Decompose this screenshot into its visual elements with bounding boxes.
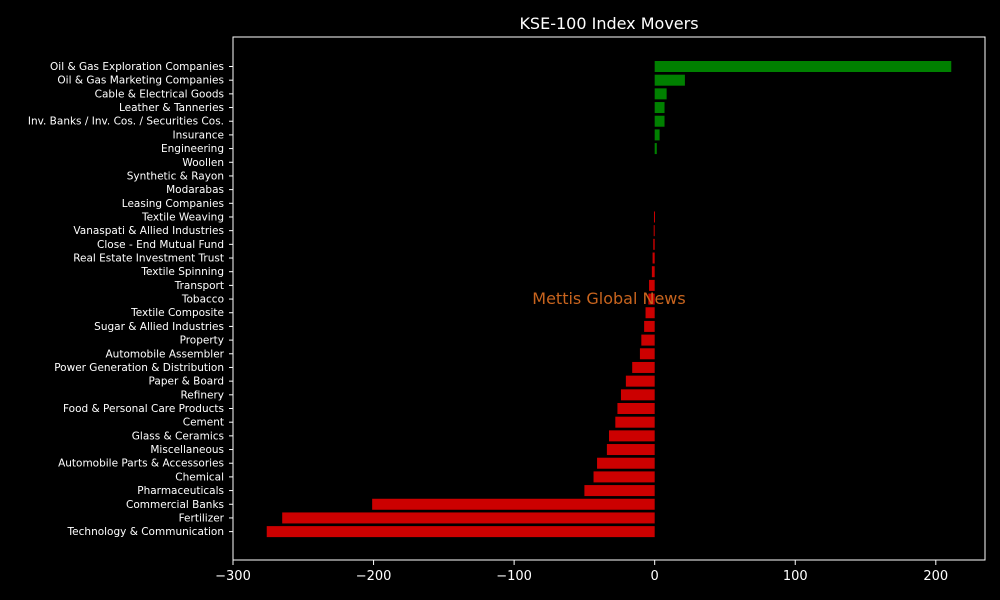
y-tick-label-10: Leasing Companies: [122, 198, 224, 210]
y-tick-label-28: Miscellaneous: [150, 444, 224, 456]
y-tick-label-1: Oil & Gas Marketing Companies: [57, 75, 224, 87]
bar-25: [617, 403, 655, 414]
x-ticks: −300 −200 −100 0 100 200: [215, 560, 948, 584]
y-tick-label-6: Engineering: [161, 143, 224, 155]
bar-26: [615, 416, 655, 428]
bar-11: [653, 211, 655, 223]
bar-14: [652, 252, 655, 264]
bar-0: [654, 61, 952, 72]
y-tick-label-25: Food & Personal Care Products: [63, 403, 224, 415]
bar-16: [649, 279, 655, 291]
y-tick-label-32: Commercial Banks: [126, 499, 224, 511]
y-tick-label-12: Vanaspati & Allied Industries: [73, 225, 224, 237]
bar-31: [584, 485, 655, 497]
bar-33: [282, 512, 655, 524]
x-tick-label-1: −200: [356, 569, 392, 584]
bar-2: [654, 88, 667, 100]
y-tick-label-19: Sugar & Allied Industries: [94, 321, 224, 333]
bar-5: [654, 129, 660, 141]
bar-4: [654, 115, 665, 127]
x-tick-label-0: −300: [215, 569, 251, 584]
x-tick-label-2: −100: [496, 569, 532, 584]
bar-6: [654, 143, 657, 155]
bar-24: [620, 389, 655, 401]
y-tick-label-17: Tobacco: [181, 294, 224, 306]
y-tick-label-4: Inv. Banks / Inv. Cos. / Securities Cos.: [28, 116, 224, 128]
y-tick-label-18: Textile Composite: [130, 307, 224, 319]
bar-29: [597, 457, 655, 469]
y-tick-label-0: Oil & Gas Exploration Companies: [50, 61, 224, 73]
watermark-text: Mettis Global News: [532, 289, 685, 308]
bar-23: [625, 375, 655, 387]
y-tick-label-9: Modarabas: [166, 184, 224, 196]
plot-frame: [232, 36, 986, 561]
bar-3: [654, 102, 665, 114]
x-tick-label-3: 0: [651, 569, 659, 584]
bar-28: [606, 444, 655, 456]
bar-30: [593, 471, 655, 483]
y-tick-label-15: Textile Spinning: [140, 266, 224, 278]
y-tick-label-2: Cable & Electrical Goods: [95, 88, 224, 100]
y-tick-label-13: Close - End Mutual Fund: [97, 239, 224, 251]
chart-title: KSE-100 Index Movers: [519, 14, 698, 33]
y-tick-label-11: Textile Weaving: [141, 211, 224, 223]
bar-18: [645, 307, 655, 319]
bar-34: [266, 526, 655, 538]
y-tick-label-34: Technology & Communication: [67, 526, 224, 538]
y-tick-label-24: Refinery: [180, 389, 224, 401]
y-tick-label-22: Power Generation & Distribution: [54, 362, 224, 374]
bar-21: [639, 348, 655, 360]
bars-group: [266, 61, 952, 538]
y-tick-label-5: Insurance: [172, 129, 224, 141]
y-tick-labels: Oil & Gas Exploration Companies Oil & Gas…: [28, 61, 233, 538]
y-tick-label-7: Woollen: [182, 157, 224, 169]
bar-1: [654, 74, 685, 86]
x-tick-label-4: 100: [783, 569, 808, 584]
y-tick-label-16: Transport: [174, 280, 224, 292]
y-tick-label-26: Cement: [183, 417, 224, 429]
bar-17: [648, 293, 655, 305]
y-tick-label-20: Property: [180, 335, 224, 347]
bar-32: [372, 498, 655, 510]
y-tick-label-8: Synthetic & Rayon: [127, 170, 224, 182]
bar-12: [653, 225, 655, 237]
y-tick-label-14: Real Estate Investment Trust: [73, 253, 224, 265]
x-tick-label-5: 200: [923, 569, 948, 584]
y-tick-label-21: Automobile Assembler: [106, 348, 225, 360]
y-tick-label-33: Fertilizer: [179, 512, 225, 524]
bar-15: [651, 266, 655, 278]
y-tick-label-23: Paper & Board: [149, 376, 224, 388]
y-tick-label-27: Glass & Ceramics: [132, 430, 224, 442]
bar-13: [653, 238, 655, 250]
bar-22: [632, 361, 655, 373]
bar-19: [644, 320, 655, 332]
y-tick-label-31: Pharmaceuticals: [137, 485, 224, 497]
y-tick-label-3: Leather & Tanneries: [119, 102, 224, 114]
y-tick-label-30: Chemical: [175, 471, 224, 483]
bar-20: [641, 334, 655, 346]
bar-27: [609, 430, 655, 442]
y-tick-label-29: Automobile Parts & Accessories: [58, 458, 224, 470]
